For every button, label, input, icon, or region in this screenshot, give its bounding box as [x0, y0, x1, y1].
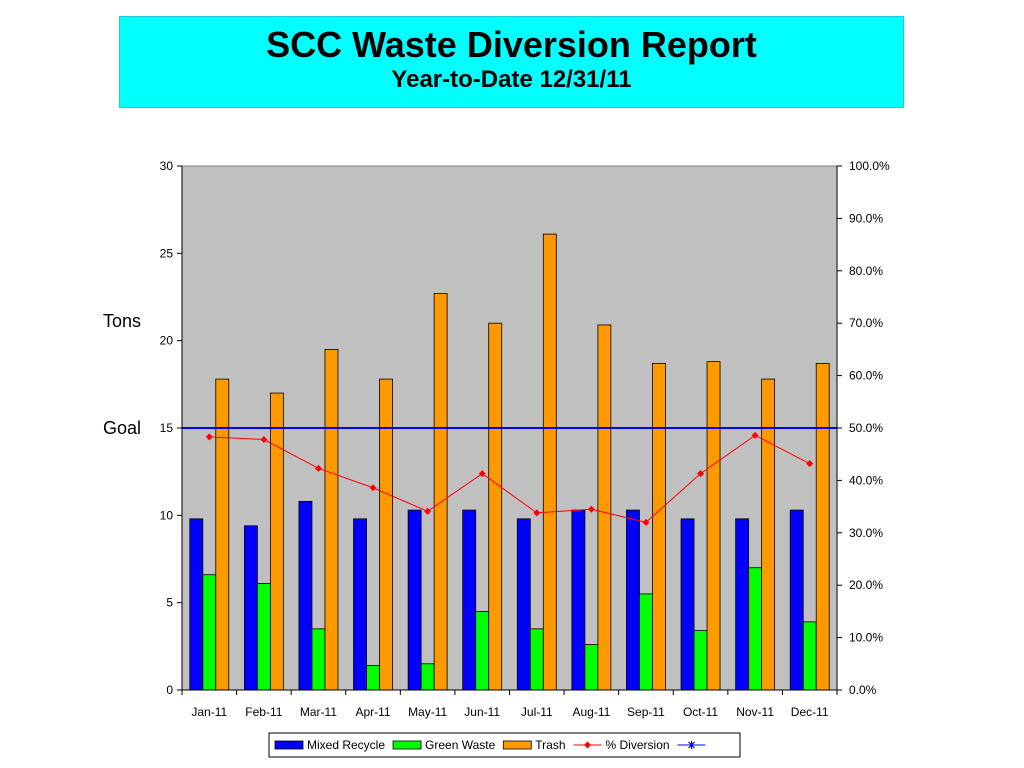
point-diversion-dec-11	[806, 460, 814, 468]
point-diversion-aug-11	[587, 505, 595, 513]
x-tick-label: May-11	[408, 705, 447, 719]
goal-label: Goal	[103, 418, 141, 438]
point-diversion-mar-11	[314, 464, 322, 472]
bar-trash-feb-11	[269, 392, 284, 691]
bar-trash-jan-11	[215, 378, 230, 691]
legend-marker-goal	[688, 741, 695, 749]
bar-green-waste-jun-11	[475, 611, 490, 691]
legend-label-diversion: % Diversion	[606, 738, 670, 752]
legend-swatch-trash	[502, 740, 532, 750]
bar-green-waste-aug-11	[584, 644, 599, 691]
bar-mixed-recycle-may-11	[407, 509, 422, 691]
bar-mixed-recycle-sep-11	[626, 509, 640, 691]
legend-marker-diversion	[584, 741, 592, 749]
y-right-tick-label: 60.0%	[849, 369, 883, 383]
bar-trash-oct-11	[706, 361, 721, 691]
bar-green-waste-jul-11	[529, 628, 544, 691]
bar-green-waste-may-11	[420, 663, 435, 691]
legend-swatch-mixed-recycle	[274, 740, 304, 750]
legend-swatch-green-waste	[392, 740, 422, 750]
y-left-tick-label: 30	[160, 159, 174, 173]
bar-green-waste-dec-11	[802, 621, 817, 691]
bar-mixed-recycle-dec-11	[789, 509, 804, 691]
bar-mixed-recycle-jun-11	[462, 509, 477, 691]
point-diversion-jul-11	[533, 509, 541, 517]
bar-mixed-recycle-aug-11	[571, 509, 586, 691]
x-tick-label: Feb-11	[245, 705, 282, 719]
bar-trash-jul-11	[542, 233, 557, 691]
y-left-tick-label: 15	[160, 421, 174, 435]
bar-trash-aug-11	[597, 324, 612, 691]
bar-trash-sep-11	[652, 362, 666, 691]
bar-trash-apr-11	[379, 378, 393, 691]
point-diversion-jun-11	[478, 470, 486, 478]
legend-label-green-waste: Green Waste	[425, 738, 496, 752]
line-diversion	[209, 434, 810, 523]
y-left-tick-label: 10	[160, 508, 174, 522]
y-left-tick-label: 25	[160, 246, 174, 260]
bar-green-waste-nov-11	[748, 567, 763, 691]
bar-trash-nov-11	[761, 378, 776, 691]
point-diversion-may-11	[424, 507, 432, 515]
bar-green-waste-apr-11	[366, 665, 380, 691]
y-right-tick-label: 40.0%	[849, 473, 883, 487]
x-tick-label: Dec-11	[791, 705, 829, 719]
bar-mixed-recycle-oct-11	[680, 518, 695, 691]
chart-subtitle: Year-to-Date 12/31/11	[391, 66, 632, 93]
bar-mixed-recycle-jan-11	[189, 518, 204, 691]
x-tick-label: Aug-11	[572, 705, 610, 719]
title-box: SCC Waste Diversion Report Year-to-Date …	[119, 16, 904, 108]
y-right-tick-label: 50.0%	[849, 421, 883, 435]
x-tick-label: Mar-11	[300, 705, 337, 719]
bar-mixed-recycle-mar-11	[298, 500, 313, 691]
bar-green-waste-sep-11	[639, 593, 653, 691]
bar-trash-dec-11	[815, 362, 830, 691]
point-diversion-apr-11	[369, 484, 377, 492]
bar-trash-jun-11	[488, 322, 503, 691]
legend: Mixed Recycle Green Waste Trash % Diversion	[268, 732, 741, 758]
bar-trash-mar-11	[324, 348, 339, 691]
x-tick-label: Apr-11	[355, 705, 390, 719]
y-right-tick-label: 70.0%	[849, 316, 883, 330]
y-right-tick-label: 30.0%	[849, 526, 883, 540]
y-left-tick-label: 5	[166, 596, 173, 610]
y-right-tick-label: 10.0%	[849, 631, 883, 645]
bar-mixed-recycle-jul-11	[516, 518, 531, 691]
y-left-tick-label: 0	[166, 683, 173, 697]
point-diversion-feb-11	[260, 436, 268, 444]
bar-mixed-recycle-nov-11	[735, 518, 750, 691]
legend-label-trash: Trash	[535, 738, 565, 752]
chart-title: SCC Waste Diversion Report	[266, 24, 757, 65]
y-right-tick-label: 0.0%	[849, 683, 877, 697]
bar-mixed-recycle-feb-11	[243, 525, 258, 691]
point-diversion-oct-11	[697, 470, 705, 478]
y-right-tick-label: 20.0%	[849, 578, 883, 592]
x-tick-label: Jun-11	[464, 705, 500, 719]
bar-trash-may-11	[433, 293, 448, 691]
bar-green-waste-feb-11	[256, 583, 271, 691]
legend-label-mixed-recycle: Mixed Recycle	[307, 738, 385, 752]
x-tick-label: Jul-11	[521, 705, 553, 719]
bar-green-waste-jan-11	[202, 574, 217, 691]
x-tick-label: Nov-11	[736, 705, 774, 719]
y-left-tick-label: 20	[160, 334, 174, 348]
point-diversion-jan-11	[205, 433, 213, 441]
bar-green-waste-mar-11	[311, 628, 326, 691]
y-right-tick-label: 100.0%	[849, 159, 890, 173]
bar-green-waste-oct-11	[693, 630, 708, 691]
bar-mixed-recycle-apr-11	[353, 518, 367, 691]
y-right-tick-label: 90.0%	[849, 211, 883, 225]
point-diversion-sep-11	[642, 518, 650, 526]
x-tick-label: Oct-11	[683, 705, 718, 719]
x-tick-label: Sep-11	[627, 705, 665, 719]
point-diversion-nov-11	[751, 431, 759, 439]
tons-label: Tons	[103, 311, 141, 331]
x-tick-label: Jan-11	[191, 705, 227, 719]
y-right-tick-label: 80.0%	[849, 264, 883, 278]
